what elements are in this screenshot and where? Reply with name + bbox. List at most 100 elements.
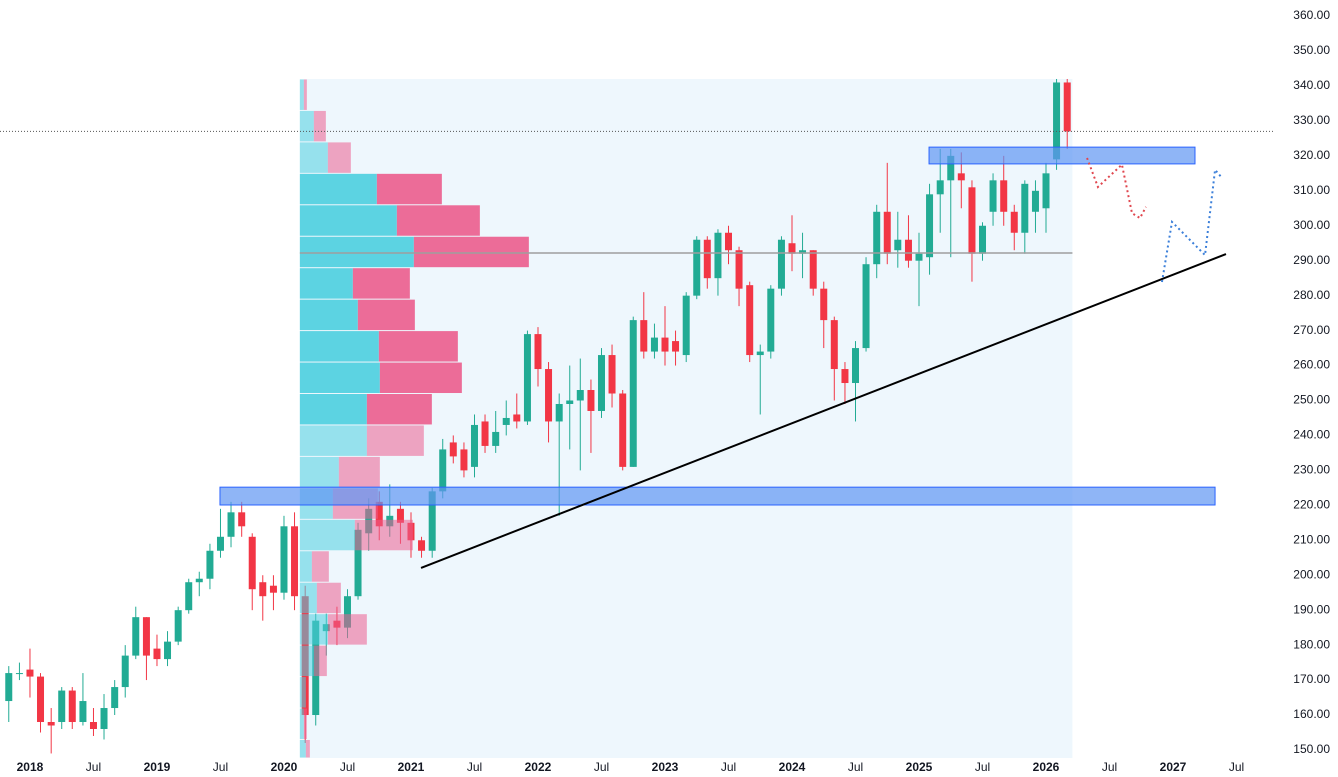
profile-up-bar: [299, 362, 380, 394]
candle-body: [873, 211, 881, 265]
x-tick-label: 2025: [906, 760, 933, 774]
profile-down-bar: [303, 708, 307, 739]
candle-body: [661, 337, 669, 352]
y-tick-label: 200.00: [1293, 567, 1330, 581]
y-tick-label: 230.00: [1293, 463, 1330, 477]
profile-down-bar: [327, 142, 351, 173]
candle-body: [799, 250, 807, 254]
candle-body: [492, 431, 500, 446]
candle-body: [724, 232, 732, 251]
x-tick-label: 2022: [525, 760, 552, 774]
candle-body: [672, 341, 680, 352]
forecast-path: [1086, 157, 1147, 220]
candle-body: [79, 701, 87, 723]
x-tick-label: Jul: [975, 760, 990, 774]
profile-up-bar: [299, 299, 358, 331]
candle-body: [227, 512, 235, 537]
candle-body: [15, 673, 23, 675]
x-tick-label: 2020: [271, 760, 298, 774]
profile-up-bar: [299, 645, 314, 677]
profile-down-bar: [313, 645, 327, 677]
profile-up-bar: [299, 79, 304, 110]
candle-body: [576, 390, 584, 401]
y-tick-label: 180.00: [1293, 637, 1330, 651]
candle-body: [37, 676, 45, 723]
candle-body: [280, 526, 288, 593]
forecast-path: [1160, 167, 1223, 283]
candle-body: [68, 690, 76, 723]
candle-body: [746, 285, 754, 356]
candle-body: [1021, 183, 1029, 233]
candle-body: [121, 655, 129, 688]
candle-body: [195, 578, 203, 583]
profile-up-bar: [299, 582, 317, 614]
profile-up-bar: [299, 110, 314, 142]
profile-up-bar: [299, 708, 304, 739]
candle-body: [566, 400, 574, 404]
candle-body: [523, 334, 531, 422]
x-tick-label: Jul: [721, 760, 736, 774]
x-tick-label: 2027: [1160, 760, 1187, 774]
candle-body: [714, 232, 722, 279]
y-tick-label: 310.00: [1293, 183, 1330, 197]
candle-body: [428, 491, 436, 551]
profile-up-bar: [299, 236, 414, 268]
candle-body: [1042, 173, 1050, 209]
candle-body: [291, 526, 299, 597]
profile-up-bar: [299, 205, 397, 236]
candle-body: [5, 673, 13, 702]
candle-body: [47, 722, 55, 726]
candle-body: [597, 355, 605, 411]
candle-body: [132, 617, 140, 656]
profile-down-bar: [303, 79, 307, 110]
y-tick-label: 220.00: [1293, 498, 1330, 512]
candle-body: [470, 424, 478, 467]
profile-down-bar: [311, 551, 329, 582]
zone: [928, 146, 1196, 165]
candle-body: [957, 173, 965, 181]
candle-body: [989, 180, 997, 212]
profile-up-bar: [299, 739, 306, 758]
candle-body: [354, 529, 362, 597]
y-tick-label: 250.00: [1293, 393, 1330, 407]
profile-up-bar: [299, 425, 367, 456]
x-tick-label: Jul: [467, 760, 482, 774]
y-tick-label: 160.00: [1293, 707, 1330, 721]
x-tick-label: Jul: [213, 760, 228, 774]
profile-down-bar: [396, 205, 480, 236]
profile-down-bar: [338, 456, 380, 488]
profile-up-bar: [299, 268, 353, 299]
candle-body: [164, 641, 172, 660]
profile-down-bar: [366, 394, 432, 425]
candle-body: [650, 337, 658, 352]
profile-down-bar: [316, 582, 341, 614]
candle-body: [460, 449, 468, 471]
candle-body: [343, 596, 351, 628]
candle-body: [185, 582, 193, 611]
x-tick-label: 2019: [144, 760, 171, 774]
candle-body: [693, 239, 701, 296]
candle-body: [640, 320, 648, 352]
candle-body: [248, 536, 256, 590]
candle-body: [979, 225, 987, 254]
candle-body: [703, 239, 711, 279]
profile-down-bar: [327, 614, 367, 645]
x-tick-label: Jul: [1229, 760, 1244, 774]
y-tick-label: 290.00: [1293, 253, 1330, 267]
candle-body: [545, 369, 553, 422]
candle-body: [26, 669, 34, 677]
x-tick-label: Jul: [86, 760, 101, 774]
candle-body: [629, 320, 637, 467]
profile-down-bar: [305, 739, 310, 758]
candle-body: [968, 187, 976, 254]
candle-body: [142, 617, 150, 656]
candle-body: [894, 239, 902, 251]
candle-body: [259, 582, 267, 597]
candle-body: [904, 239, 912, 261]
candle-body: [449, 442, 457, 457]
candle-body: [396, 508, 404, 523]
candle-body: [936, 180, 944, 195]
y-tick-label: 210.00: [1293, 532, 1330, 546]
